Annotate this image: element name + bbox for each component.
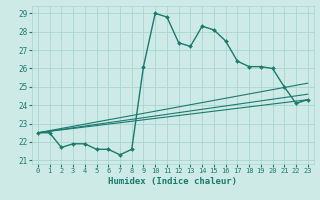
X-axis label: Humidex (Indice chaleur): Humidex (Indice chaleur) [108,177,237,186]
